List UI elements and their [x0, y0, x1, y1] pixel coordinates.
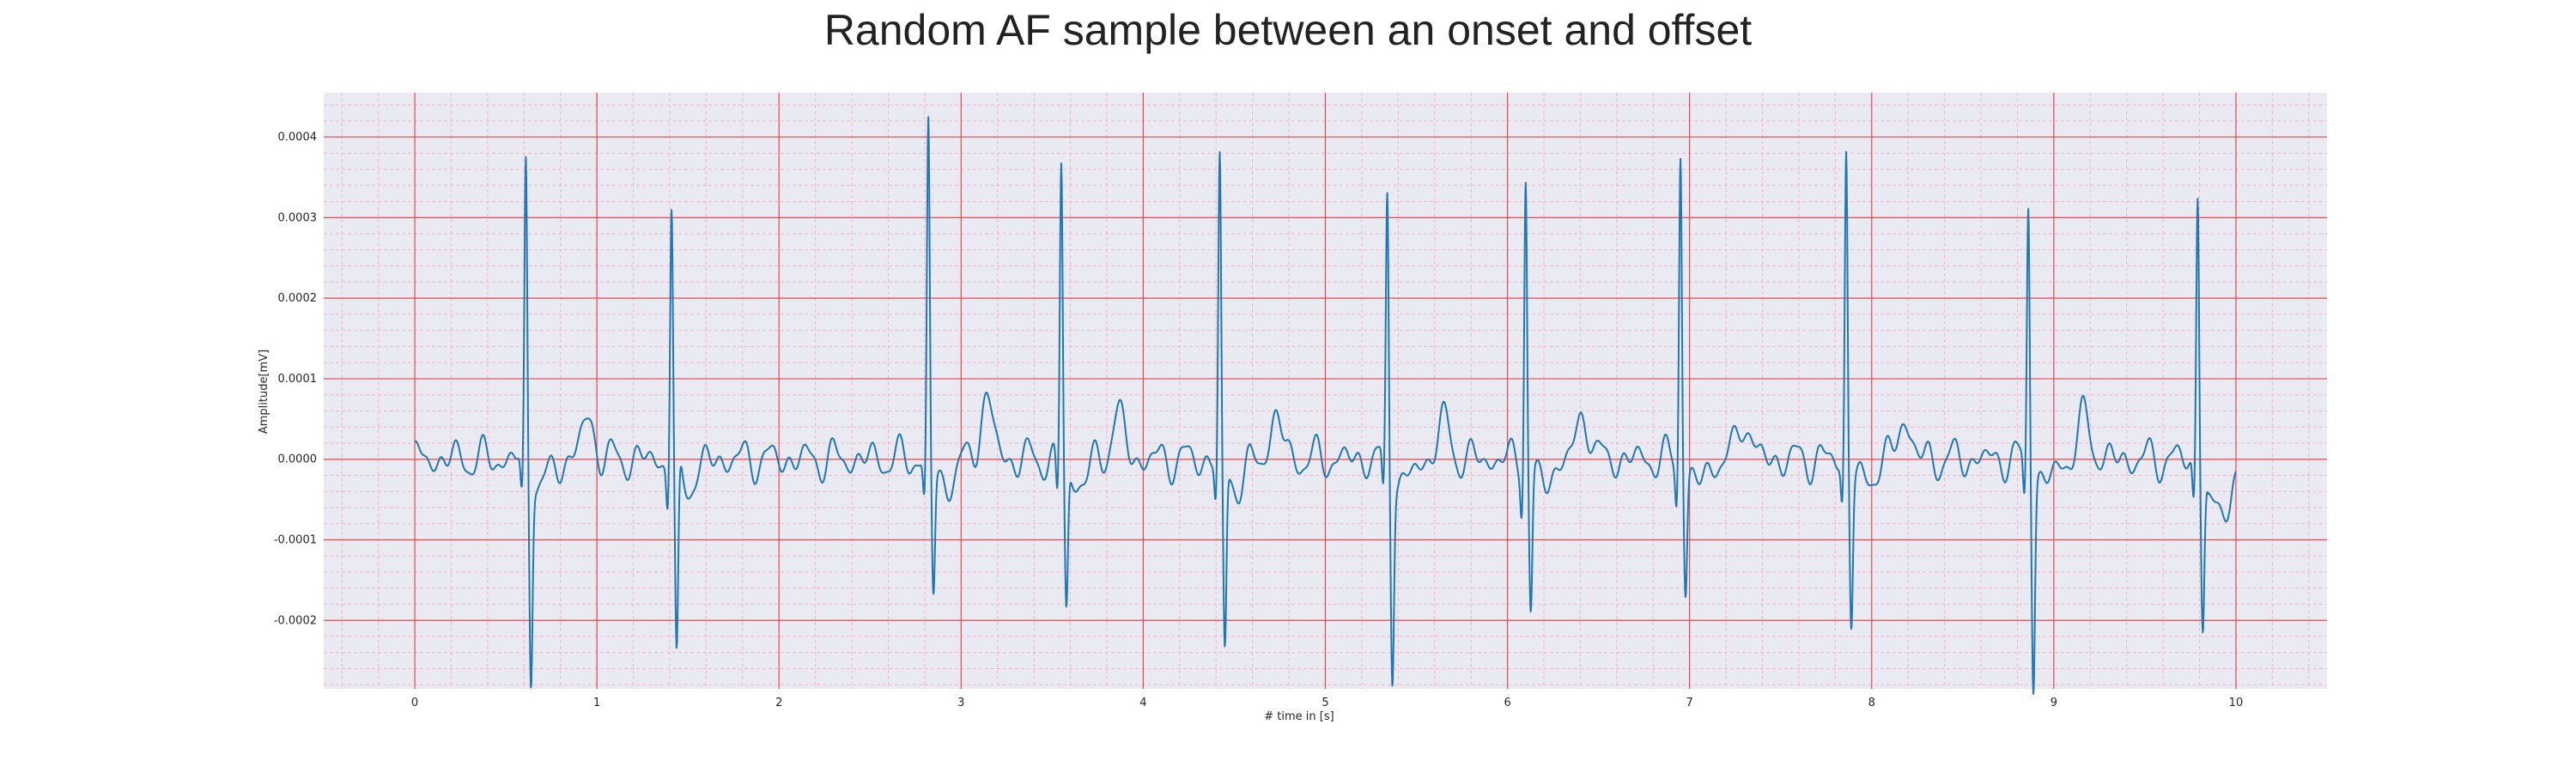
y-tick-label: -0.0002	[274, 614, 317, 627]
y-tick-label: 0.0003	[278, 211, 318, 224]
chart-title: Random AF sample between an onset and of…	[823, 6, 1753, 54]
y-tick-label: 0.0000	[278, 453, 318, 466]
y-tick-label: 0.0001	[278, 373, 318, 386]
x-tick-label: 8	[1868, 697, 1875, 709]
x-tick-label: 9	[2050, 697, 2057, 709]
x-tick-label: 6	[1504, 697, 1510, 709]
y-tick-label: 0.0004	[278, 131, 318, 144]
x-tick-label: 5	[1321, 697, 1328, 709]
y-tick-label: 0.0002	[278, 292, 318, 305]
x-tick-label: 4	[1139, 697, 1146, 709]
y-axis-label: Amplitude[mV]	[258, 350, 270, 434]
y-tick-label: -0.0001	[274, 534, 317, 547]
x-tick-label: 7	[1686, 697, 1693, 709]
x-tick-label: 10	[2229, 697, 2244, 709]
x-axis-label: # time in [s]	[1264, 710, 1334, 723]
x-tick-label: 0	[411, 697, 418, 709]
x-tick-label: 3	[957, 697, 964, 709]
x-tick-label: 1	[593, 697, 600, 709]
x-tick-label: 2	[775, 697, 782, 709]
ecg-series-line	[414, 116, 2237, 695]
